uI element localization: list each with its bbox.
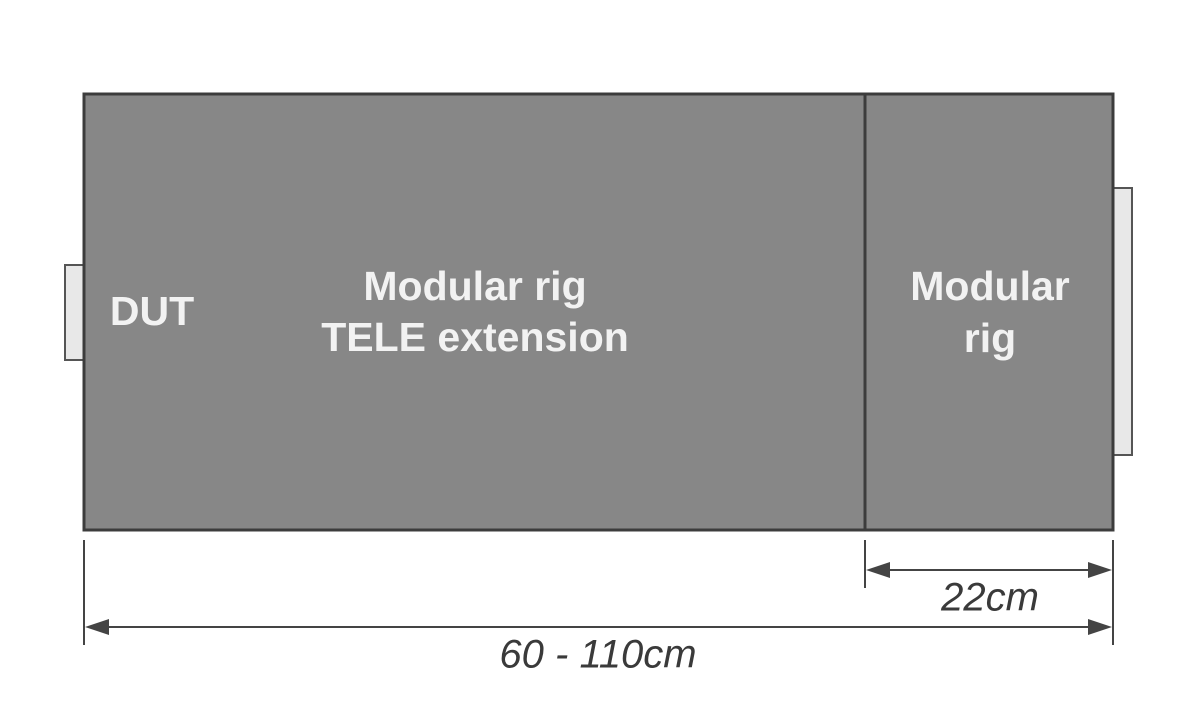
node-label: TELE extension [321,314,629,360]
arrowhead [85,619,109,635]
dut-tab [64,264,85,361]
rig-tab [1112,187,1133,456]
node-label: Modular rig [363,263,586,309]
arrowhead [1088,619,1112,635]
node-label: Modular [910,263,1069,309]
dimension-label: 60 - 110cm [499,633,696,677]
rig-body [82,92,1115,532]
arrowhead [1088,562,1112,578]
node-label: DUT [110,288,194,334]
node-label: rig [964,315,1016,361]
arrowhead [866,562,890,578]
dimension-lines [83,540,1114,645]
arrowheads [85,562,1112,635]
dimension-label: 22cm [940,576,1039,620]
